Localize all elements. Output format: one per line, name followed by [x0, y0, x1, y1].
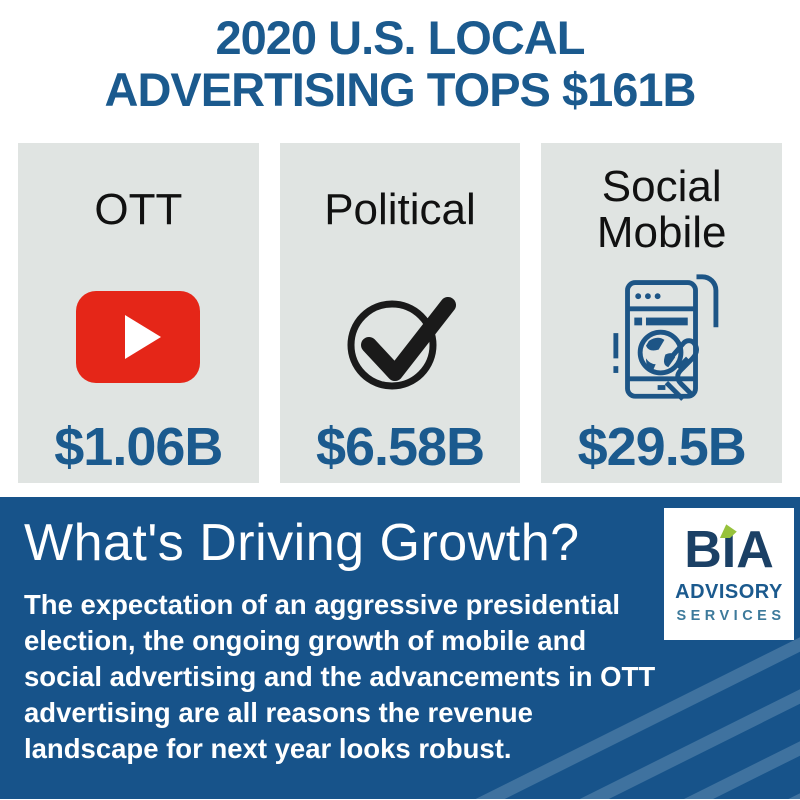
checkmark-circle-svg: [347, 297, 456, 390]
title-line-1: 2020 U.S. LOCAL: [215, 11, 586, 64]
growth-body-line: election, the ongoing growth of mobile a…: [24, 625, 587, 657]
growth-content: What's Driving Growth? The expectation o…: [0, 497, 800, 767]
growth-body-line: The expectation of an aggressive preside…: [24, 589, 621, 621]
play-triangle-icon: [125, 315, 162, 360]
growth-section: What's Driving Growth? The expectation o…: [0, 497, 800, 800]
bia-logo: B I A ADVISORY SERVICES: [664, 508, 794, 641]
card-label-social-mobile: Social Mobile: [596, 162, 727, 258]
growth-body-line: advertising are all reasons the revenue: [24, 697, 533, 729]
diagonal-stripes-decoration: [475, 637, 800, 800]
card-value-social-mobile: $29.5B: [577, 417, 747, 478]
stat-card-political: Political $6.58B: [279, 143, 521, 484]
card-label-ott: OTT: [94, 185, 183, 235]
stat-card-social-mobile: Social Mobile: [541, 143, 783, 484]
card-value-political: $6.58B: [315, 417, 485, 478]
youtube-play-icon: [76, 263, 201, 411]
page-title: 2020 U.S. LOCAL ADVERTISING TOPS $161B: [0, 0, 800, 115]
bia-logo-services: SERVICES: [676, 608, 786, 625]
card-value-ott: $1.06B: [54, 417, 223, 478]
title-line-2: ADVERTISING TOPS $161B: [104, 62, 697, 116]
checkmark-circle-icon: [334, 263, 466, 411]
bia-logo-letters: B I A: [684, 524, 774, 576]
stat-card-ott: OTT $1.06B: [18, 143, 259, 484]
bia-letter-b: B: [684, 521, 722, 580]
growth-heading: What's Driving Growth?: [24, 514, 580, 573]
growth-body: The expectation of an aggressive preside…: [24, 587, 800, 767]
growth-body-line: social advertising and the advancements …: [24, 661, 656, 693]
stat-cards: OTT $1.06B Political $6.58B Social Mobil…: [18, 143, 783, 484]
growth-body-line: landscape for next year looks robust.: [24, 733, 512, 765]
youtube-player-shape: [76, 291, 201, 384]
bia-logo-advisory: ADVISORY: [675, 581, 783, 604]
card-label-political: Political: [324, 185, 476, 235]
bia-letter-i-wrap: I: [719, 524, 737, 576]
mobile-social-hand-svg: [613, 274, 719, 402]
mobile-social-hand-icon: [601, 263, 723, 411]
bia-letter-a: A: [736, 521, 774, 580]
